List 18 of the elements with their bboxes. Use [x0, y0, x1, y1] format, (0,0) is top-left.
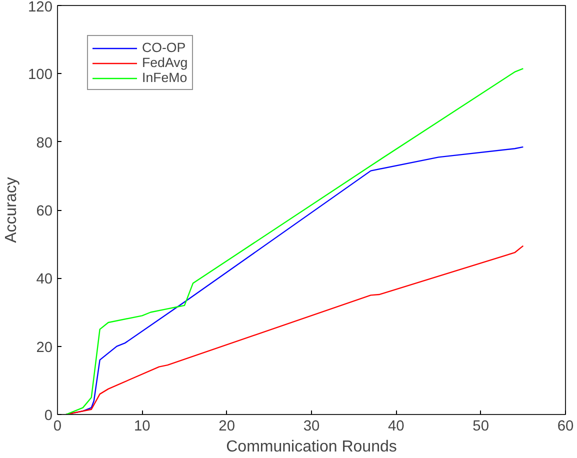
- legend-label: CO-OP: [142, 40, 186, 55]
- x-tick-label: 60: [557, 418, 574, 434]
- x-tick-label: 20: [218, 418, 235, 434]
- legend-label: FedAvg: [142, 55, 188, 70]
- x-tick-label: 40: [388, 418, 404, 434]
- y-tick-label: 120: [28, 0, 53, 16]
- x-tick-label: 50: [472, 418, 489, 434]
- y-tick-label: 80: [36, 135, 53, 152]
- x-tick-label: 30: [303, 418, 320, 434]
- y-tick-label: 60: [36, 204, 53, 220]
- y-tick-label: 100: [28, 67, 53, 84]
- legend-label: InFeMo: [142, 70, 188, 85]
- y-axis-title: Accuracy: [3, 177, 20, 243]
- x-axis-title: Communication Rounds: [226, 438, 397, 456]
- y-tick-label: 0: [44, 408, 53, 424]
- y-tick-label: 40: [36, 272, 53, 288]
- y-tick-label: 20: [36, 340, 53, 356]
- x-tick-label: 10: [134, 418, 150, 434]
